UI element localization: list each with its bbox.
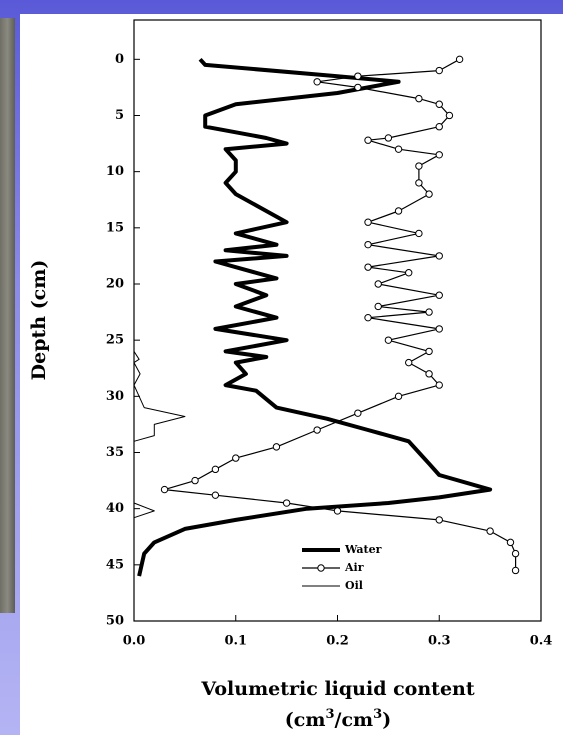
point bbox=[364, 263, 372, 271]
y-tick-label: 30 bbox=[106, 389, 124, 404]
point bbox=[211, 491, 220, 499]
point bbox=[435, 325, 443, 333]
point bbox=[486, 527, 494, 535]
point bbox=[364, 136, 372, 144]
point bbox=[374, 280, 382, 288]
y-tick-label: 35 bbox=[106, 445, 124, 460]
point bbox=[364, 218, 372, 226]
legend-marker bbox=[317, 564, 325, 572]
legend-label: Water bbox=[344, 543, 382, 556]
point bbox=[313, 78, 321, 86]
point bbox=[405, 269, 413, 277]
point bbox=[435, 252, 443, 260]
point bbox=[333, 507, 342, 515]
x-axis-units: (cm3/cm3) bbox=[285, 707, 391, 732]
point bbox=[415, 162, 423, 170]
point bbox=[160, 485, 169, 494]
point bbox=[272, 443, 281, 451]
point bbox=[455, 55, 464, 64]
point bbox=[232, 454, 240, 462]
point bbox=[405, 358, 413, 367]
y-tick-label: 15 bbox=[106, 220, 124, 235]
point bbox=[384, 336, 393, 344]
series-line bbox=[133, 59, 186, 577]
y-axis-label: Depth (cm) bbox=[28, 260, 50, 381]
units-sup: 3 bbox=[373, 707, 382, 722]
plot-frame bbox=[133, 19, 542, 622]
chart-panel bbox=[20, 14, 563, 735]
legend-label: Air bbox=[344, 561, 364, 574]
point bbox=[415, 229, 423, 238]
point bbox=[445, 111, 454, 120]
series-line bbox=[137, 57, 493, 577]
point bbox=[435, 291, 443, 299]
y-tick-label: 25 bbox=[106, 333, 124, 348]
point bbox=[282, 499, 291, 507]
x-tick-label: 0.4 bbox=[530, 634, 553, 649]
point bbox=[191, 476, 199, 485]
y-tick-label: 45 bbox=[106, 557, 124, 572]
point bbox=[354, 72, 362, 80]
point bbox=[435, 66, 443, 75]
x-tick-label: 0.0 bbox=[123, 634, 146, 649]
point bbox=[435, 100, 443, 108]
x-tick-label: 0.2 bbox=[326, 634, 349, 649]
point bbox=[435, 516, 443, 524]
x-tick-label: 0.3 bbox=[428, 634, 451, 649]
y-tick-label: 5 bbox=[115, 108, 124, 123]
y-tick-label: 50 bbox=[106, 614, 124, 629]
point bbox=[425, 370, 433, 378]
photo-strip bbox=[0, 18, 15, 613]
point bbox=[511, 549, 520, 558]
point bbox=[374, 302, 382, 311]
y-tick-label: 10 bbox=[106, 164, 124, 179]
point bbox=[425, 308, 433, 316]
point bbox=[506, 538, 515, 547]
y-tick-label: 0 bbox=[115, 52, 124, 67]
point bbox=[425, 190, 433, 198]
point bbox=[313, 426, 321, 434]
y-tick-label: 20 bbox=[106, 276, 124, 291]
legend-label: Oil bbox=[345, 579, 363, 592]
units-sup: 3 bbox=[325, 707, 334, 722]
units-part: (cm bbox=[285, 709, 326, 731]
units-part: /cm bbox=[335, 709, 374, 731]
point bbox=[425, 347, 433, 356]
units-part: ) bbox=[382, 709, 391, 731]
point bbox=[511, 566, 520, 575]
x-axis-label: Volumetric liquid content bbox=[200, 678, 474, 700]
series-line bbox=[163, 58, 517, 571]
point bbox=[435, 123, 443, 131]
point bbox=[394, 392, 403, 401]
point bbox=[364, 313, 372, 322]
point bbox=[435, 381, 443, 389]
point bbox=[354, 83, 362, 92]
point bbox=[415, 179, 423, 187]
point bbox=[211, 465, 220, 474]
y-tick-label: 40 bbox=[106, 501, 124, 516]
x-tick-label: 0.1 bbox=[224, 634, 247, 649]
point bbox=[364, 240, 372, 249]
point bbox=[394, 207, 403, 215]
point bbox=[384, 134, 393, 142]
point bbox=[394, 145, 403, 153]
point bbox=[435, 151, 443, 159]
point bbox=[415, 94, 423, 103]
point bbox=[354, 409, 362, 417]
